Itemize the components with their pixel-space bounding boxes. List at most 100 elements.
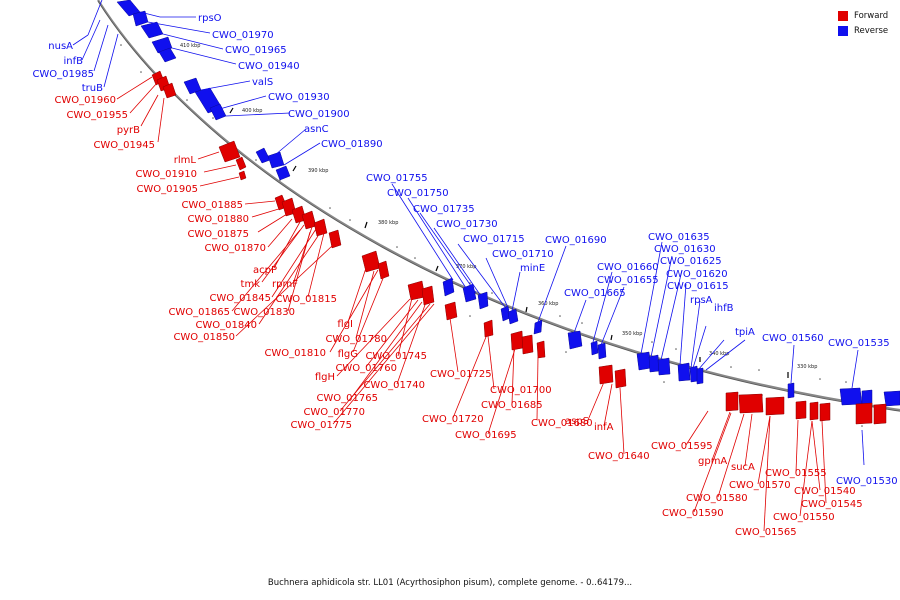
gene-label: minE bbox=[520, 263, 545, 274]
gene-label: asnC bbox=[304, 124, 329, 135]
forward-genes bbox=[151, 70, 887, 425]
gene-label: CWO_01715 bbox=[463, 234, 525, 245]
gene-label: CWO_01590 bbox=[662, 508, 724, 519]
gene-label: tmk bbox=[241, 279, 261, 290]
gene-label: CWO_01595 bbox=[651, 441, 713, 452]
gene-label: CWO_01685 bbox=[481, 400, 543, 411]
gene-label: CWO_01620 bbox=[666, 269, 728, 280]
forward-labels: CWO_01960 CWO_01955 pyrB CWO_01945 rlmL … bbox=[54, 95, 862, 538]
gene-label: tpiA bbox=[735, 327, 755, 338]
ticks: 410 kbp 400 kbp 390 kbp 380 kbp 370 kbp … bbox=[167, 43, 817, 378]
gene-label: CWO_01870 bbox=[204, 243, 266, 254]
gene-label: CWO_01830 bbox=[233, 307, 295, 318]
tick-label: 390 kbp bbox=[308, 168, 328, 174]
gene-label: CWO_01530 bbox=[836, 476, 898, 487]
gene-label: CWO_01880 bbox=[187, 214, 249, 225]
gene-label: CWO_01815 bbox=[275, 294, 337, 305]
gene-label: CWO_01540 bbox=[794, 486, 856, 497]
gene-label: CWO_01900 bbox=[288, 109, 350, 120]
gene-label: sucA bbox=[731, 462, 755, 473]
gene-label: CWO_01735 bbox=[413, 204, 475, 215]
gene-label: CWO_01955 bbox=[66, 110, 128, 121]
gene-label: CWO_01695 bbox=[455, 430, 517, 441]
genome-backbone-shadow bbox=[97, 0, 900, 412]
gene-label: CWO_01965 bbox=[225, 45, 287, 56]
legend: Forward Reverse bbox=[838, 8, 888, 38]
gene-label: acpP bbox=[253, 265, 277, 276]
gene-label: rpsA bbox=[690, 295, 713, 306]
tick-label: 370 kbp bbox=[456, 264, 476, 270]
gene-label: flgH bbox=[315, 372, 335, 383]
gene-label: CWO_01680 bbox=[531, 418, 593, 429]
gene-label: pyrB bbox=[117, 125, 140, 136]
gene-label: CWO_01720 bbox=[422, 414, 484, 425]
gene-label: CWO_01810 bbox=[264, 348, 326, 359]
legend-reverse: Reverse bbox=[838, 23, 888, 38]
gene-label: CWO_01940 bbox=[238, 61, 300, 72]
genome-caption: Buchnera aphidicola str. LL01 (Acyrthosi… bbox=[267, 578, 633, 588]
gene-label: gpmA bbox=[698, 456, 727, 467]
gene-label: ihfB bbox=[714, 303, 734, 314]
gene-label: CWO_01750 bbox=[387, 188, 449, 199]
tick-label: 400 kbp bbox=[242, 108, 262, 114]
gene-label: CWO_01730 bbox=[436, 219, 498, 230]
reverse-leaders bbox=[72, 0, 865, 466]
gene-label: CWO_01780 bbox=[325, 334, 387, 345]
gene-label: CWO_01960 bbox=[54, 95, 116, 106]
gene-label: CWO_01690 bbox=[545, 235, 607, 246]
gene-label: truB bbox=[82, 83, 103, 94]
gene-label: CWO_01840 bbox=[195, 320, 257, 331]
gene-label: CWO_01905 bbox=[136, 184, 198, 195]
gene-label: CWO_01560 bbox=[762, 333, 824, 344]
reverse-swatch bbox=[838, 25, 848, 36]
gene-label: infA bbox=[594, 422, 614, 433]
gene-label: infB bbox=[64, 56, 84, 67]
genome-backbone bbox=[97, 0, 900, 412]
tick-label: 340 kbp bbox=[709, 351, 729, 357]
gene-label: CWO_01910 bbox=[135, 169, 197, 180]
forward-swatch bbox=[838, 10, 848, 21]
gene-label: CWO_01635 bbox=[648, 232, 710, 243]
gene-label: CWO_01770 bbox=[303, 407, 365, 418]
legend-reverse-label: Reverse bbox=[854, 25, 889, 36]
gene-label: nusA bbox=[48, 41, 73, 52]
gene-label: flgI bbox=[337, 319, 353, 330]
gene-label: CWO_01615 bbox=[667, 281, 729, 292]
gene-label: CWO_01985 bbox=[32, 69, 94, 80]
reverse-genes bbox=[116, 0, 900, 407]
gene-label: rpmF bbox=[272, 279, 298, 290]
tick-label: 410 kbp bbox=[180, 43, 200, 49]
gene-label: CWO_01945 bbox=[93, 140, 155, 151]
forward-leaders bbox=[116, 76, 827, 532]
tick-label: 380 kbp bbox=[378, 220, 398, 226]
tick-label: 360 kbp bbox=[538, 301, 558, 307]
gene-label: CWO_01930 bbox=[268, 92, 330, 103]
legend-forward-label: Forward bbox=[854, 10, 889, 21]
tick-label: 330 kbp bbox=[797, 364, 817, 370]
gene-label: CWO_01755 bbox=[366, 173, 428, 184]
gene-label: CWO_01970 bbox=[212, 30, 274, 41]
gene-label: CWO_01565 bbox=[735, 527, 797, 538]
gene-label: CWO_01665 bbox=[564, 288, 626, 299]
gene-label: CWO_01740 bbox=[363, 380, 425, 391]
gene-label: CWO_01625 bbox=[660, 256, 722, 267]
gene-label: CWO_01700 bbox=[490, 385, 552, 396]
gene-label: aspS bbox=[565, 416, 589, 427]
gene-label: CWO_01550 bbox=[773, 512, 835, 523]
reverse-labels: rpsO CWO_01970 CWO_01965 CWO_01940 valS … bbox=[32, 13, 897, 487]
gene-label: CWO_01760 bbox=[335, 363, 397, 374]
gene-label: CWO_01865 bbox=[168, 307, 230, 318]
gene-label: flgG bbox=[338, 349, 358, 360]
gene-label: CWO_01850 bbox=[173, 332, 235, 343]
gene-label: CWO_01745 bbox=[365, 351, 427, 362]
gene-label: CWO_01845 bbox=[209, 293, 271, 304]
gene-label: CWO_01775 bbox=[290, 420, 352, 431]
gene-label: CWO_01765 bbox=[316, 393, 378, 404]
gene-label: CWO_01710 bbox=[492, 249, 554, 260]
gene-label: CWO_01555 bbox=[765, 468, 827, 479]
gene-label: CWO_01655 bbox=[597, 275, 659, 286]
tick-label: 350 kbp bbox=[622, 331, 642, 337]
gene-label: CWO_01890 bbox=[321, 139, 383, 150]
gene-label: CWO_01885 bbox=[181, 200, 243, 211]
